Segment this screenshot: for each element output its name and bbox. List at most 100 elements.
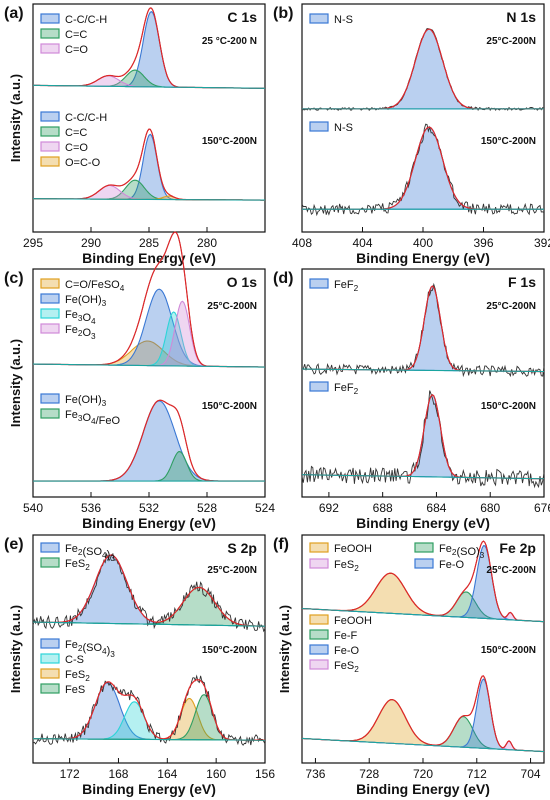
text-run: 3 [110, 650, 115, 659]
y-axis-label: Intensity (a.u.) [8, 339, 23, 427]
text-run: ) [107, 549, 111, 561]
x-tick-label: 172 [60, 767, 80, 781]
background-line [32, 621, 266, 627]
text-run: C-S [65, 654, 84, 666]
element-title: S 2p [227, 540, 257, 556]
panel-s-2p: (e) S 2p25°C-200NFe2(SO4)3FeS2150°C-200NF… [4, 534, 275, 797]
x-tick-label: 532 [139, 501, 159, 515]
text-run: Fe [65, 309, 78, 321]
background-line [32, 363, 266, 368]
raw-spectrum [32, 674, 266, 746]
condition-label: 25°C-200N [207, 301, 257, 312]
legend-label: Fe3O4 [65, 309, 96, 326]
legend-label: N-S [334, 122, 353, 134]
text-run: 4 [120, 284, 125, 293]
legend-label: Fe(OH)3 [65, 294, 107, 308]
legend-swatch [40, 668, 60, 679]
legend-swatch [40, 653, 60, 664]
x-tick-label: 684 [426, 501, 446, 515]
x-tick-label: 676 [534, 501, 550, 515]
text-run: C-C/C-H [65, 112, 107, 124]
y-axis-label: Intensity (a.u.) [277, 605, 292, 693]
fit-envelope [33, 679, 265, 741]
x-tick-label: 728 [359, 767, 379, 781]
legend-swatch [40, 323, 60, 334]
spectrum-stack [301, 675, 545, 753]
text-run: 3 [480, 551, 485, 560]
panel-label: (d) [273, 270, 293, 287]
text-run: Fe [65, 324, 78, 336]
legend-label: Fe(OH)3 [65, 394, 107, 408]
x-axis-label: Binding Energy (eV) [82, 781, 216, 797]
y-axis-label: Intensity (a.u.) [8, 605, 23, 693]
x-tick-label: 392 [534, 236, 550, 250]
legend-label: C-C/C-H [65, 112, 107, 124]
legend-label: FeS2 [334, 660, 359, 674]
text-run: C=C [65, 29, 87, 41]
panel-label: (b) [273, 5, 293, 22]
background-line [32, 84, 266, 89]
raw-spectrum [301, 390, 545, 489]
x-tick-label: 408 [292, 236, 312, 250]
legend-swatch [40, 278, 60, 289]
panel-n-1s: (b) N 1s 25°C-200N N-S 150°C-200N N-S 408 404 40… [273, 3, 550, 266]
text-run: Fe-O [439, 559, 465, 571]
spectrum-stack [32, 128, 266, 201]
condition-label: 150°C-200N [481, 645, 536, 656]
element-title: C 1s [227, 9, 257, 25]
spectrum-stack [301, 282, 545, 378]
legend-label: Fe-O [334, 645, 360, 657]
legend-swatch [309, 629, 329, 640]
panel-label: (f) [273, 536, 289, 553]
text-run: Fe [65, 543, 78, 555]
legend-label: Fe2(SO4)3 [65, 543, 115, 563]
x-tick-label: 290 [81, 236, 101, 250]
legend-swatch [40, 393, 60, 404]
x-tick-label: 524 [255, 501, 275, 515]
x-tick-label: 736 [305, 767, 325, 781]
legend-label: FeS2 [65, 558, 90, 572]
text-run: N-S [334, 122, 353, 134]
x-axis-label: Binding Energy (eV) [82, 250, 216, 266]
legend-swatch [309, 13, 329, 24]
condition-label: 25°C-200N [486, 301, 536, 312]
legend-label: FeOOH [334, 615, 372, 627]
text-run: 2 [452, 548, 457, 557]
text-run: 2 [354, 284, 359, 293]
panel-label: (e) [4, 536, 24, 553]
text-run: Fe(OH) [65, 294, 102, 306]
condition-label: 150°C-200N [202, 401, 257, 412]
legend-swatch [40, 408, 60, 419]
background-line [32, 198, 266, 201]
text-run: 3 [78, 414, 83, 423]
raw-spectrum [32, 552, 266, 633]
element-title: Fe 2p [499, 540, 536, 556]
x-tick-label: 396 [473, 236, 493, 250]
legend-swatch [40, 43, 60, 54]
x-tick-label: 156 [255, 767, 275, 781]
text-run: 2 [78, 548, 83, 557]
background-line [301, 607, 545, 623]
text-run: FeS [65, 558, 85, 570]
legend-label: FeS [65, 684, 85, 696]
legend-label: Fe-O [439, 559, 465, 571]
text-run: FeOOH [334, 615, 372, 627]
text-run: (SO [82, 546, 102, 558]
x-axis-label: Binding Energy (eV) [356, 515, 490, 531]
panel-label: (c) [4, 270, 24, 287]
text-run: Fe [65, 639, 78, 651]
legend-swatch [309, 644, 329, 655]
text-run: 3 [78, 314, 83, 323]
legend-swatch [309, 542, 329, 553]
text-run: 2 [354, 387, 359, 396]
text-run: 2 [354, 665, 359, 674]
raw-spectrum [301, 123, 545, 217]
x-tick-label: 536 [81, 501, 101, 515]
element-title: F 1s [508, 274, 536, 290]
text-run: FeS [334, 559, 354, 571]
text-run: 3 [91, 332, 96, 341]
text-run: /FeO [96, 415, 121, 427]
text-run: O=C-O [65, 157, 101, 169]
